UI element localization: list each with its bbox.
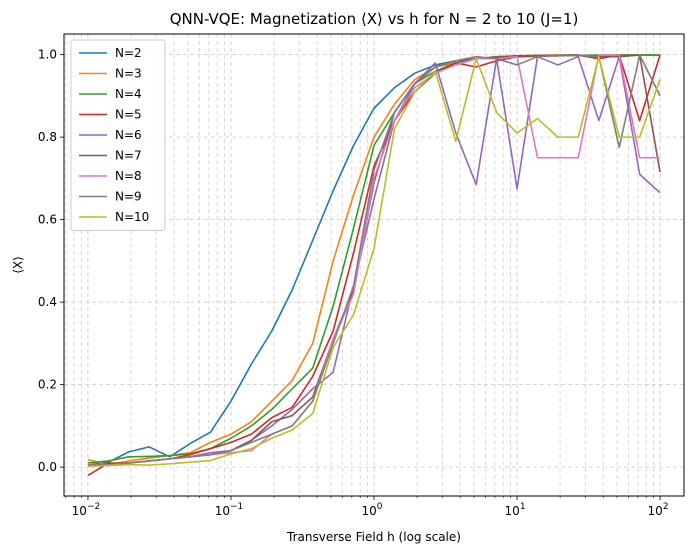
- legend: N=2 N=3 N=4 N=5 N=6 N=7 N=8 N=9 N=10: [70, 39, 166, 231]
- y-tick-label: 0.8: [38, 130, 57, 144]
- series-line-n-9: [87, 54, 661, 467]
- legend-entry: N=7: [115, 149, 142, 163]
- y-axis-label: ⟨X⟩: [11, 256, 25, 274]
- chart-title: QNN-VQE: Magnetization ⟨X⟩ vs h for N = …: [170, 10, 579, 28]
- legend-entry: N=9: [115, 190, 142, 204]
- series-line-n-10: [87, 55, 661, 468]
- legend-box: [70, 39, 166, 231]
- x-axis-label: Transverse Field h (log scale): [286, 530, 461, 544]
- legend-entry: N=10: [115, 210, 149, 224]
- legend-entry: N=4: [115, 87, 142, 101]
- series-lines: [87, 54, 661, 477]
- legend-entry: N=5: [115, 108, 142, 122]
- y-tick-label: 1.0: [38, 48, 57, 62]
- legend-entry: N=2: [115, 46, 142, 60]
- legend-entry: N=3: [115, 67, 142, 81]
- y-tick-label: 0.2: [38, 378, 57, 392]
- legend-entry: N=8: [115, 169, 142, 183]
- y-tick-label: 0.6: [38, 213, 57, 227]
- legend-entry: N=6: [115, 128, 142, 142]
- y-tick-label: 0.4: [38, 295, 57, 309]
- y-tick-label: 0.0: [38, 460, 57, 474]
